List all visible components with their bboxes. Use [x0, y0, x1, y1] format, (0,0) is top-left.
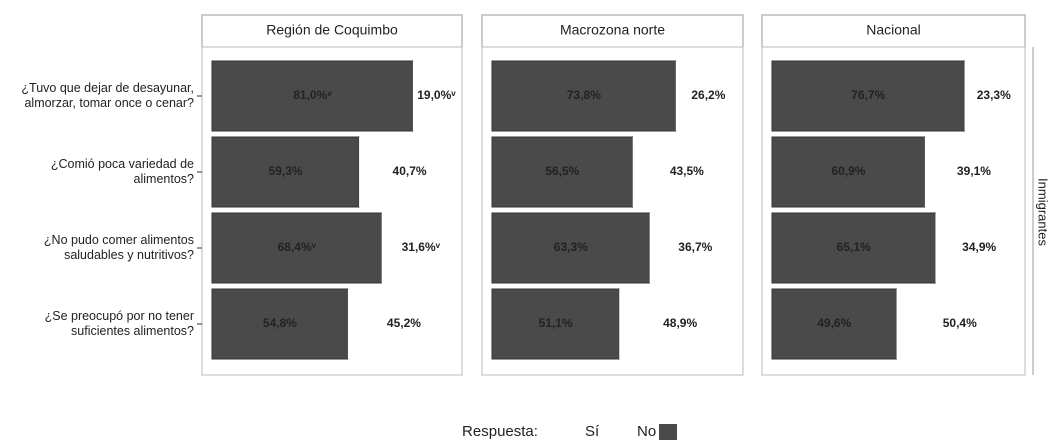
- y-tick-label: saludables y nutritivos?: [64, 248, 194, 262]
- value-label: 40,7%: [393, 164, 427, 178]
- value-label: 31,6%ᵛ: [402, 240, 441, 254]
- value-label: 23,3%: [977, 88, 1011, 102]
- panel-title: Macrozona norte: [560, 22, 665, 38]
- value-label: 36,7%: [678, 240, 712, 254]
- bar: [491, 60, 677, 132]
- bar: [771, 288, 897, 360]
- bar: [491, 212, 651, 284]
- value-label: 45,2%: [387, 316, 421, 330]
- y-tick-label: ¿Comió poca variedad de: [51, 157, 194, 171]
- value-label: 54,8%: [263, 316, 297, 330]
- bar: [491, 136, 634, 208]
- value-label: 81,0%ᵛ: [293, 88, 332, 102]
- bar: [619, 289, 741, 359]
- value-label: 76,7%: [851, 88, 885, 102]
- y-tick-label: ¿Se preocupó por no tener: [45, 309, 194, 323]
- y-tick-label: alimentos?: [134, 172, 194, 186]
- bar: [211, 288, 349, 360]
- value-label: 49,6%: [817, 316, 851, 330]
- bar: [964, 61, 1023, 131]
- bar: [491, 288, 620, 360]
- value-label: 50,4%: [943, 316, 977, 330]
- facet-label: Inmigrantes: [1036, 178, 1049, 246]
- value-label: 39,1%: [957, 164, 991, 178]
- value-label: 43,5%: [670, 164, 704, 178]
- panel-header: [761, 14, 1026, 48]
- panel-header: [201, 14, 463, 48]
- bar: [211, 212, 383, 284]
- y-tick-label: ¿No pudo comer alimentos: [44, 233, 194, 247]
- legend-title: Respuesta:: [462, 423, 538, 440]
- y-tick-label: almorzar, tomar once o cenar?: [24, 96, 194, 110]
- bar: [211, 60, 414, 132]
- panel-header: [481, 14, 744, 48]
- bar: [359, 137, 460, 207]
- value-label: 65,1%: [837, 240, 871, 254]
- bar: [924, 137, 1023, 207]
- legend-swatch: [659, 424, 677, 440]
- bar: [771, 136, 926, 208]
- legend-label: Sí: [585, 423, 600, 440]
- value-label: 51,1%: [539, 316, 573, 330]
- bar: [632, 137, 741, 207]
- value-label: 19,0%ᵛ: [417, 88, 456, 102]
- bar: [347, 289, 460, 359]
- bar: [649, 213, 741, 283]
- value-label: 73,8%: [567, 88, 601, 102]
- value-label: 68,4%ᵛ: [278, 240, 317, 254]
- bar: [771, 60, 966, 132]
- value-label: 60,9%: [831, 164, 865, 178]
- bar: [381, 213, 460, 283]
- y-tick-label: suficientes alimentos?: [71, 324, 194, 338]
- value-label: 48,9%: [663, 316, 697, 330]
- panel-title: Región de Coquimbo: [266, 22, 398, 38]
- bar: [771, 212, 936, 284]
- y-tick-label: ¿Tuvo que dejar de desayunar,: [21, 81, 194, 95]
- value-label: 59,3%: [269, 164, 303, 178]
- legend-label: No: [637, 423, 656, 440]
- bar: [211, 136, 360, 208]
- bar: [412, 61, 460, 131]
- value-label: 56,5%: [545, 164, 579, 178]
- bar: [896, 289, 1023, 359]
- value-label: 63,3%: [554, 240, 588, 254]
- panel-title: Nacional: [866, 22, 920, 38]
- legend-swatch: [607, 424, 625, 440]
- value-label: 26,2%: [691, 88, 725, 102]
- value-label: 34,9%: [962, 240, 996, 254]
- bar: [675, 61, 741, 131]
- bar: [935, 213, 1023, 283]
